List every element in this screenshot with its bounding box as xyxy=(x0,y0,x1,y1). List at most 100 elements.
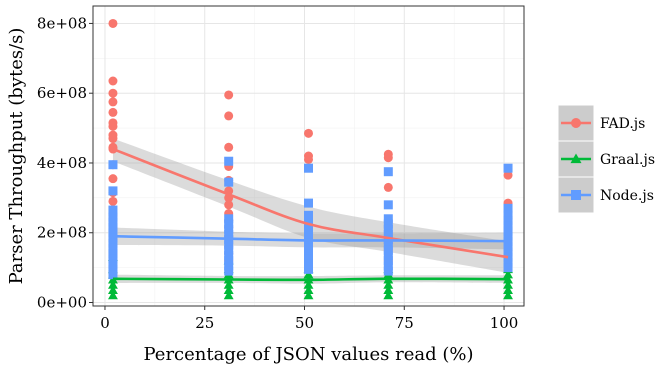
data-point-graaljs xyxy=(223,285,234,295)
data-point-nodejs xyxy=(108,217,118,227)
data-point-nodejs xyxy=(503,163,513,173)
data-point-nodejs xyxy=(224,224,234,234)
legend: FAD.js Graal.js Node.js xyxy=(557,104,655,214)
data-point-nodejs xyxy=(224,266,234,276)
trend-line-nodejs xyxy=(112,234,509,243)
data-point-fadjs xyxy=(503,170,513,180)
y-tick-label: 2e+08 xyxy=(37,224,87,242)
data-point-nodejs xyxy=(383,240,393,250)
plot-border xyxy=(92,5,525,307)
data-point-fadjs xyxy=(224,90,234,100)
data-point-graaljs xyxy=(303,269,314,279)
data-point-nodejs xyxy=(304,249,313,259)
data-point-fadjs xyxy=(224,142,234,152)
data-point-fadjs xyxy=(383,182,393,192)
data-point-graaljs xyxy=(303,285,314,295)
data-point-nodejs xyxy=(503,216,513,226)
data-point-nodejs xyxy=(224,177,234,187)
y-tick-label: 8e+08 xyxy=(37,14,87,32)
data-point-graaljs xyxy=(503,269,513,279)
data-point-fadjs xyxy=(108,121,118,131)
data-point-nodejs xyxy=(304,223,313,233)
data-point-nodejs xyxy=(108,205,118,215)
x-tick-label: 75 xyxy=(395,314,414,332)
data-point-graaljs xyxy=(108,280,118,289)
data-point-fadjs xyxy=(383,153,393,163)
data-point-fadjs xyxy=(108,97,118,107)
data-point-nodejs xyxy=(383,219,393,229)
data-point-nodejs xyxy=(108,243,118,253)
data-point-fadjs xyxy=(108,196,118,206)
data-point-nodejs xyxy=(503,226,513,236)
legend-label-nodejs: Node.js xyxy=(600,188,654,204)
data-point-fadjs xyxy=(108,76,118,86)
data-point-nodejs xyxy=(383,256,393,266)
data-point-nodejs xyxy=(304,210,313,220)
data-point-nodejs xyxy=(304,264,313,274)
x-axis-ticks: 0 25 50 75 100 xyxy=(100,306,518,332)
data-point-fadjs xyxy=(224,200,234,210)
trend-line-fadjs xyxy=(112,147,509,259)
legend-label-graaljs: Graal.js xyxy=(600,152,655,168)
data-point-graaljs xyxy=(503,274,513,284)
data-point-nodejs xyxy=(304,163,313,173)
data-point-nodejs xyxy=(224,245,234,255)
data-point-nodejs xyxy=(108,223,118,233)
trend-lines xyxy=(112,147,509,282)
legend-key-marker-nodejs xyxy=(571,190,581,200)
data-point-graaljs xyxy=(108,285,118,295)
data-point-nodejs xyxy=(503,236,513,246)
data-point-nodejs xyxy=(383,266,393,276)
data-point-nodejs xyxy=(108,270,118,280)
data-point-nodejs xyxy=(304,217,313,227)
data-point-graaljs xyxy=(223,290,234,300)
data-point-nodejs xyxy=(224,214,234,224)
data-point-nodejs xyxy=(383,224,393,234)
data-point-fadjs xyxy=(304,128,313,138)
data-point-nodejs xyxy=(383,200,393,210)
data-point-graaljs xyxy=(303,290,314,300)
data-point-nodejs xyxy=(383,245,393,255)
data-point-nodejs xyxy=(108,160,118,170)
legend-key-marker-graaljs xyxy=(570,153,582,164)
data-point-nodejs xyxy=(224,219,234,229)
data-point-nodejs xyxy=(108,228,118,238)
data-point-nodejs xyxy=(304,233,313,243)
data-point-fadjs xyxy=(108,107,118,117)
data-point-fadjs xyxy=(108,18,118,28)
data-point-nodejs xyxy=(503,203,513,213)
y-tick-label: 6e+08 xyxy=(37,84,87,102)
data-point-nodejs xyxy=(108,238,118,248)
y-axis-title: Parser Throughput (bytes/s) xyxy=(6,28,27,285)
x-tick-label: 0 xyxy=(100,314,110,332)
data-point-fadjs xyxy=(108,134,118,144)
data-point-nodejs xyxy=(108,254,118,264)
data-point-nodejs xyxy=(304,259,313,269)
data-point-nodejs xyxy=(503,257,513,267)
data-point-nodejs xyxy=(383,167,393,177)
data-point-nodejs xyxy=(108,264,118,274)
data-point-nodejs xyxy=(224,229,234,239)
data-point-graaljs xyxy=(503,290,513,300)
data-point-nodejs xyxy=(304,198,313,208)
data-point-nodejs xyxy=(304,254,313,264)
data-point-nodejs xyxy=(304,228,313,238)
data-point-nodejs xyxy=(108,259,118,269)
data-point-nodejs xyxy=(304,238,313,248)
data-point-nodejs xyxy=(503,247,513,257)
data-points xyxy=(108,18,513,300)
legend-label-fadjs: FAD.js xyxy=(600,116,645,132)
data-point-fadjs xyxy=(108,88,118,98)
legend-key-marker-fadjs xyxy=(571,118,581,128)
data-point-nodejs xyxy=(108,186,118,196)
data-point-nodejs xyxy=(503,221,513,231)
x-axis-title: Percentage of JSON values read (%) xyxy=(144,344,474,365)
data-point-nodejs xyxy=(503,231,513,241)
data-point-nodejs xyxy=(224,256,234,266)
data-point-fadjs xyxy=(224,111,234,121)
x-tick-label: 50 xyxy=(295,314,314,332)
x-tick-label: 100 xyxy=(490,314,519,332)
data-point-nodejs xyxy=(383,214,393,224)
data-point-nodejs xyxy=(224,250,234,260)
